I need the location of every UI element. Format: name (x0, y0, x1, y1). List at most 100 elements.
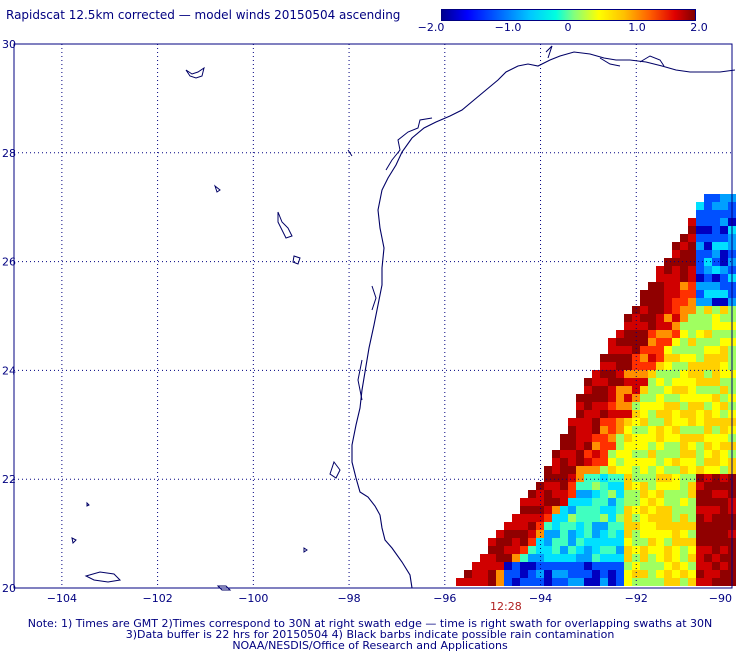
swath-cell (608, 482, 616, 490)
swath-cell (608, 442, 616, 450)
swath-cell (648, 578, 656, 586)
swath-cell (672, 570, 680, 578)
swath-cell (688, 266, 696, 274)
swath-cell (688, 562, 696, 570)
lake (329, 460, 341, 479)
swath-cell (608, 394, 616, 402)
swath-cell (640, 298, 648, 306)
swath-cell (632, 394, 640, 402)
swath-cell (704, 274, 712, 282)
swath-cell (696, 290, 704, 298)
swath-cell (560, 554, 568, 562)
swath-cell (656, 346, 664, 354)
swath-cell (584, 410, 592, 418)
swath-cell (696, 578, 704, 586)
swath-cell (640, 450, 648, 458)
swath-cell (584, 378, 592, 386)
swath-cell (600, 450, 608, 458)
swath-cell (496, 554, 504, 562)
swath-cell (552, 490, 560, 498)
y-tick-label: 22 (2, 473, 16, 486)
swath-cell (648, 506, 656, 514)
swath-cell (624, 386, 632, 394)
swath-cell (520, 554, 528, 562)
swath-cell (600, 578, 608, 586)
swath-cell (616, 434, 624, 442)
swath-cell (672, 498, 680, 506)
swath-cell (680, 530, 688, 538)
swath-cell (664, 506, 672, 514)
swath-cell (600, 506, 608, 514)
swath-cell (592, 410, 600, 418)
swath-cell (544, 482, 552, 490)
swath-cell (720, 546, 728, 554)
swath-cell (560, 578, 568, 586)
swath-cell (560, 506, 568, 514)
swath-cell (472, 562, 480, 570)
swath-cell (704, 234, 712, 242)
swath-cell (720, 274, 728, 282)
swath-cell (720, 258, 728, 266)
swath-cell (656, 450, 664, 458)
swath-cell (512, 578, 520, 586)
swath-cell (624, 330, 632, 338)
swath-cell (584, 490, 592, 498)
swath-cell (704, 210, 712, 218)
swath-cell (640, 394, 648, 402)
swath-cell (720, 434, 728, 442)
swath-cell (712, 330, 720, 338)
swath-cell (592, 394, 600, 402)
swath-cell (648, 530, 656, 538)
swath-cell (712, 530, 720, 538)
swath-cell (640, 506, 648, 514)
swath-cell (664, 474, 672, 482)
swath-cell (664, 578, 672, 586)
swath-cell (712, 274, 720, 282)
swath-cell (464, 570, 472, 578)
swath-cell (648, 522, 656, 530)
swath-cell (712, 394, 720, 402)
swath-cell (504, 578, 512, 586)
swath-cell (672, 562, 680, 570)
swath-cell (696, 474, 704, 482)
swath-cell (664, 282, 672, 290)
swath-cell (648, 402, 656, 410)
swath-cell (688, 490, 696, 498)
swath-cell (680, 498, 688, 506)
swath-cell (616, 442, 624, 450)
swath-cell (688, 354, 696, 362)
swath-cell (688, 410, 696, 418)
swath-cell (552, 514, 560, 522)
x-tick-label: −104 (47, 592, 77, 605)
swath-cell (496, 562, 504, 570)
swath-cell (592, 562, 600, 570)
swath-cell (632, 330, 640, 338)
swath-cell (712, 298, 720, 306)
swath-cell (632, 458, 640, 466)
swath-cell (640, 562, 648, 570)
swath-cell (712, 346, 720, 354)
lake (303, 547, 308, 553)
swath-cell (704, 506, 712, 514)
swath-cell (704, 242, 712, 250)
swath-cell (696, 378, 704, 386)
swath-cell (656, 522, 664, 530)
swath-cell (696, 394, 704, 402)
swath-cell (608, 554, 616, 562)
swath-cell (720, 354, 728, 362)
swath-cell (616, 362, 624, 370)
swath-cell (528, 514, 536, 522)
swath-cell (560, 458, 568, 466)
swath-cell (592, 570, 600, 578)
swath-cell (592, 554, 600, 562)
swath-cell (616, 378, 624, 386)
swath-cell (608, 546, 616, 554)
swath-cell (696, 330, 704, 338)
swath-cell (624, 514, 632, 522)
swath-cell (696, 202, 704, 210)
swath-cell (600, 402, 608, 410)
swath-cell (616, 410, 624, 418)
swath-cell (720, 370, 728, 378)
swath-cell (688, 554, 696, 562)
swath-cell (680, 418, 688, 426)
